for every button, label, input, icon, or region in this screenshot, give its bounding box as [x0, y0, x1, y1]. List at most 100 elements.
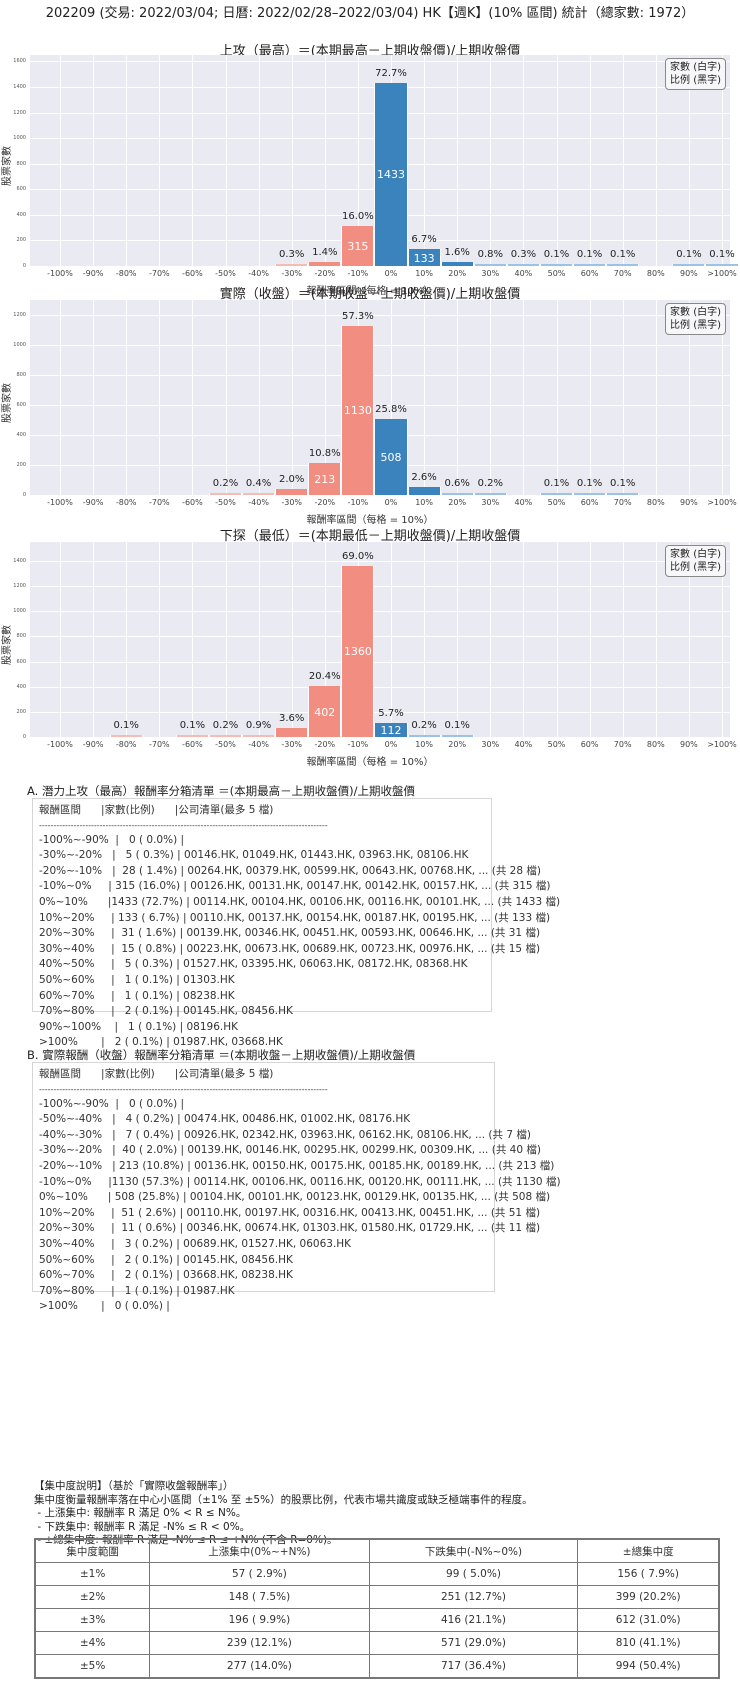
bar-percent-label: 10.8%: [308, 448, 341, 460]
x-tick-label: 50%: [547, 740, 566, 749]
legend-percent-label: 比例 (黑字): [670, 75, 721, 86]
bar-percent-label: 0.2%: [212, 720, 239, 731]
grid-line: [589, 542, 591, 737]
bar-count-label: 402: [314, 705, 336, 719]
chart-title: 實際（收盤）＝(本期收盤－上期收盤價)/上期收盤價: [219, 287, 521, 302]
grid-line: [556, 542, 558, 737]
grid-line: [93, 55, 95, 266]
grid-line: [159, 55, 161, 266]
list-item: -20%~-10% | 213 (10.8%) | 00136.HK, 0015…: [39, 1159, 555, 1172]
x-tick-label: 30%: [481, 269, 500, 278]
grid-line: [622, 300, 624, 495]
bar--30pct: [275, 489, 309, 495]
list-header: 報酬區間 |家數(比例) |公司清單(最多 5 檔): [39, 1068, 274, 1080]
grid-line: [30, 315, 730, 316]
bar-20pct: [440, 735, 474, 737]
bar-percent-label: 0.1%: [444, 720, 470, 731]
grid-line: [391, 300, 392, 495]
y-tick-label: 1200: [13, 109, 26, 116]
bar-50pct: [539, 493, 574, 495]
concentration-description: 集中度衡量報酬率落在中心小區間（±1% 至 ±5%）的股票比例，代表市場共識度或…: [34, 1493, 533, 1506]
grid-line: [192, 300, 194, 495]
grid-line: [655, 542, 657, 737]
bar-count-label: 1130: [343, 404, 372, 418]
table-row: ±3% 196 ( 9.9%) 416 (21.1%) 612 (31.0%): [34, 1608, 720, 1632]
bar-percent-label: 0.1%: [576, 478, 603, 489]
x-tick-label: -90%: [82, 498, 104, 507]
bar-percent-label: 2.6%: [411, 472, 437, 484]
y-tick-label: 400: [16, 683, 26, 690]
bar-percent-label: 1.4%: [312, 247, 338, 259]
list-item: 0%~10% |1433 (72.7%) | 00114.HK, 00104.H…: [39, 895, 561, 908]
x-tick-label: -70%: [148, 269, 170, 278]
y-tick-label: 1200: [13, 583, 26, 590]
grid-line: [126, 542, 128, 737]
bar-40pct: [506, 264, 540, 266]
chart-title: 下探（最低）＝(本期最低－上期收盤價)/上期收盤價: [219, 529, 521, 544]
grid-line: [457, 300, 459, 495]
x-tick-label: 20%: [448, 269, 467, 278]
bar-count-label: 508: [380, 450, 402, 464]
x-tick-label: 70%: [613, 740, 632, 749]
y-tick-label: 0: [22, 492, 26, 498]
bar-percent-label: 0.4%: [245, 478, 272, 489]
bar-60pct: [573, 264, 607, 266]
grid-line: [622, 542, 624, 737]
grid-line: [60, 55, 61, 266]
y-tick-label: 600: [16, 186, 26, 193]
chart-legend: 家數 (白字) 比例 (黑字): [665, 303, 726, 335]
grid-line: [291, 542, 293, 737]
bar-percent-label: 0.6%: [444, 478, 470, 489]
chart-legend: 家數 (白字) 比例 (黑字): [665, 58, 726, 90]
grid-line: [93, 300, 95, 495]
grid-line: [324, 300, 326, 495]
x-tick-label: -100%: [47, 498, 73, 507]
bar-percent-label: 0.1%: [609, 249, 636, 260]
grid-line: [291, 300, 293, 495]
section-a-title: A. 潛力上攻（最高）報酬率分箱清單 ＝(本期最高－上期收盤價)/上期收盤價: [27, 784, 415, 798]
grid-line: [30, 711, 730, 713]
grid-line: [30, 737, 730, 738]
bar-count-label: 1433: [376, 168, 405, 182]
legend-count-label: 家數 (白字): [670, 549, 721, 560]
x-tick-label: -20%: [314, 740, 336, 749]
x-tick-label: 50%: [547, 498, 566, 507]
page-title: 202209 (交易: 2022/03/04; 日曆: 2022/02/28–2…: [45, 6, 695, 21]
list-divider: ----------------------------------------…: [39, 1084, 328, 1094]
x-tick-label: -60%: [182, 740, 203, 749]
bar--30pct: [275, 728, 309, 737]
x-tick-label: -90%: [82, 740, 104, 749]
grid-line: [324, 55, 326, 266]
bar-percent-label: 0.1%: [179, 720, 206, 731]
grid-line: [30, 345, 730, 346]
legend-count-label: 家數 (白字): [670, 307, 721, 318]
y-tick-label: 200: [16, 237, 26, 244]
list-item: 10%~20% | 133 ( 6.7%) | 00110.HK, 00137.…: [39, 911, 551, 924]
x-axis-label: 報酬率區間（每格 = 10%）: [306, 757, 434, 768]
table-cell: 251 (12.7%): [368, 1585, 579, 1609]
grid-line: [258, 55, 260, 266]
grid-line: [30, 560, 730, 562]
bar--40pct: [242, 734, 276, 737]
bar-10pct: 133: [407, 249, 441, 266]
x-tick-label: 20%: [448, 740, 467, 749]
list-rows: -100%~-90% | 0 ( 0.0%) | -30%~-20% | 5 ( …: [39, 833, 561, 1051]
x-tick-label: -30%: [281, 740, 303, 749]
bar--50pct: [208, 493, 243, 495]
grid-line: [30, 636, 730, 638]
x-tick-label: 60%: [580, 740, 599, 749]
section-b-title: B. 實際報酬（收盤）報酬率分箱清單 ＝(本期收盤－上期收盤價)/上期收盤價: [27, 1048, 416, 1062]
table-cell: 196 ( 9.9%): [149, 1608, 370, 1632]
y-tick-label: 600: [16, 658, 26, 665]
x-tick-label: 90%: [680, 740, 698, 749]
x-tick-label: -90%: [82, 269, 104, 278]
grid-line: [30, 375, 730, 376]
list-item: 70%~80% | 2 ( 0.1%) | 00145.HK, 08456.HK: [39, 1005, 293, 1018]
bar-percent-label: 69.0%: [342, 550, 374, 562]
bar-70pct: [606, 493, 640, 495]
grid-line: [424, 542, 426, 737]
list-item: -20%~-10% | 28 ( 1.4%) | 00264.HK, 00379…: [39, 864, 541, 877]
y-tick-label: 1200: [13, 312, 26, 318]
grid-line: [93, 542, 95, 737]
x-tick-label: -40%: [248, 740, 269, 749]
